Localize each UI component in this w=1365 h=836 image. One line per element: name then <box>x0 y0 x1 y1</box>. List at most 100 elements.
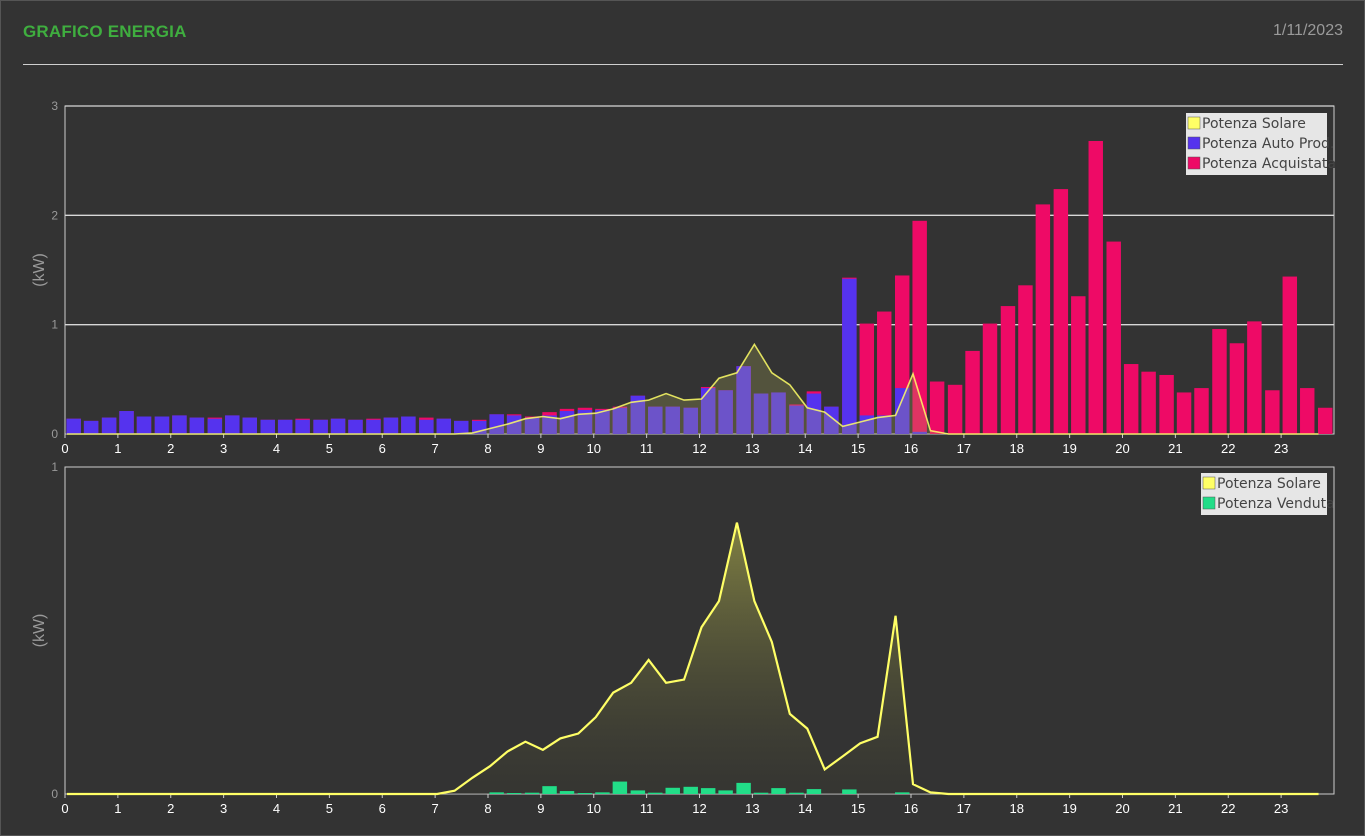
x-tick-label: 22 <box>1221 801 1235 816</box>
bar-bought <box>1282 276 1298 434</box>
chart-power-sold: 01(kW)0 1 2 3 4 5 6 7 8 9 10 11 12 13 14 15 16 17 18 19 20 21… <box>31 460 1335 816</box>
x-tick-label: 5 <box>326 801 333 816</box>
bar-bought <box>1141 371 1156 434</box>
bar-auto-prod <box>154 416 170 434</box>
bar-auto-prod <box>789 405 804 434</box>
x-tick-label: 6 <box>379 801 386 816</box>
bar-sold <box>489 792 504 794</box>
x-tick-label: 16 <box>904 441 918 456</box>
x-tick-label: 10 <box>587 801 601 816</box>
legend-swatch <box>1187 116 1201 130</box>
x-tick-label: 16 <box>904 801 918 816</box>
x-tick-label: 8 <box>484 441 491 456</box>
legend: Potenza Solare Potenza Venduta <box>1201 473 1335 515</box>
bar-auto-prod <box>207 418 223 434</box>
bar-sold <box>524 792 540 794</box>
x-tick-label: 19 <box>1062 801 1076 816</box>
bar-auto-prod <box>806 393 822 434</box>
bar-sold <box>648 792 663 794</box>
bar-auto-prod <box>383 417 399 434</box>
bar-auto-prod <box>753 393 769 434</box>
x-tick-label: 7 <box>432 801 439 816</box>
bar-bought <box>1194 388 1209 434</box>
bar-auto-prod <box>894 388 910 434</box>
bar-bought <box>965 350 980 434</box>
bar-auto-prod <box>700 388 716 434</box>
bar-auto-prod <box>771 392 786 434</box>
bar-auto-prod <box>877 415 892 434</box>
legend-swatch <box>1187 156 1201 170</box>
bar-auto-prod <box>524 417 540 434</box>
legend-swatch <box>1202 496 1216 510</box>
bar-auto-prod <box>419 419 434 434</box>
bar-bought <box>929 381 945 434</box>
bar-bought <box>1176 392 1192 434</box>
page-title: GRAFICO ENERGIA <box>23 22 187 41</box>
x-tick-label: 18 <box>1010 801 1024 816</box>
x-tick-label: 0 <box>61 801 68 816</box>
x-tick-label: 15 <box>851 441 865 456</box>
y-tick-label: 1 <box>51 318 58 332</box>
bar-sold <box>506 793 522 794</box>
x-tick-label: 17 <box>957 801 971 816</box>
x-tick-label: 5 <box>326 441 333 456</box>
bar-auto-prod <box>189 417 205 434</box>
bar-auto-prod <box>225 415 240 434</box>
x-tick-label: 23 <box>1274 441 1288 456</box>
bar-bought <box>1035 204 1051 434</box>
bar-auto-prod <box>119 411 134 434</box>
x-tick-label: 6 <box>379 441 386 456</box>
x-tick-label: 13 <box>745 441 759 456</box>
bar-sold <box>630 790 646 794</box>
bar-sold <box>736 782 751 794</box>
header-divider <box>23 64 1343 65</box>
bar-bought <box>1123 364 1139 434</box>
y-axis-label: (kW) <box>31 253 48 287</box>
bar-auto-prod <box>101 417 117 434</box>
x-tick-label: 22 <box>1221 441 1235 456</box>
bar-auto-prod <box>595 409 610 434</box>
legend-background <box>1201 473 1327 515</box>
x-tick-label: 17 <box>957 441 971 456</box>
bar-auto-prod <box>648 406 663 434</box>
bar-auto-prod <box>630 395 646 434</box>
x-tick-label: 7 <box>432 441 439 456</box>
bar-bought <box>982 323 998 434</box>
bar-auto-prod <box>912 431 927 434</box>
x-tick-label: 21 <box>1168 441 1182 456</box>
x-tick-label: 8 <box>484 801 491 816</box>
bar-auto-prod <box>454 420 469 434</box>
bar-bought <box>1265 390 1280 434</box>
x-tick-label: 21 <box>1168 801 1182 816</box>
bar-bought <box>1071 296 1086 434</box>
bar-auto-prod <box>172 415 187 434</box>
bar-auto-prod <box>330 418 346 434</box>
x-tick-label: 15 <box>851 801 865 816</box>
y-tick-label: 0 <box>51 427 58 441</box>
x-tick-label: 11 <box>640 441 654 456</box>
bar-sold <box>559 791 575 794</box>
x-tick-label: 2 <box>167 801 174 816</box>
bar-auto-prod <box>542 415 557 434</box>
bar-sold <box>665 787 680 794</box>
bar-sold <box>718 790 733 794</box>
x-tick-label: 9 <box>537 441 544 456</box>
x-tick-label: 9 <box>537 801 544 816</box>
bar-sold <box>683 786 698 794</box>
legend: Potenza Solare Potenza Auto Prod. Potenza … <box>1186 113 1336 175</box>
x-tick-label: 10 <box>587 441 601 456</box>
y-tick-label: 1 <box>51 460 58 474</box>
bar-auto-prod <box>577 409 593 434</box>
bar-bought <box>1229 343 1245 434</box>
x-tick-label: 4 <box>273 441 280 456</box>
x-tick-label: 1 <box>114 801 121 816</box>
bar-sold <box>753 792 769 794</box>
x-tick-label: 23 <box>1274 801 1288 816</box>
bar-sold <box>806 789 822 794</box>
x-tick-label: 3 <box>220 441 227 456</box>
bar-auto-prod <box>366 419 381 434</box>
bar-bought <box>1212 329 1227 434</box>
bar-auto-prod <box>277 419 293 434</box>
bar-bought <box>1159 374 1174 434</box>
